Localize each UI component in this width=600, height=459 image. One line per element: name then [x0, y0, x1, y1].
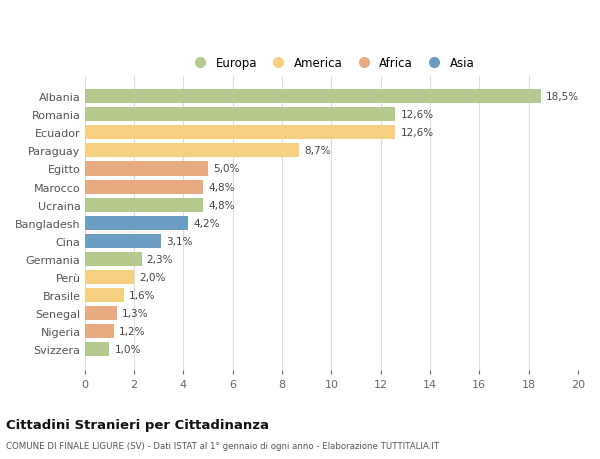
Bar	[85, 162, 208, 176]
Text: 12,6%: 12,6%	[400, 128, 434, 138]
Bar	[85, 144, 299, 158]
Text: 2,3%: 2,3%	[146, 254, 173, 264]
Text: 2,0%: 2,0%	[139, 272, 166, 282]
Bar	[85, 307, 117, 320]
Text: 8,7%: 8,7%	[304, 146, 331, 156]
Bar	[85, 252, 142, 266]
Bar	[85, 342, 109, 357]
Legend: Europa, America, Africa, Asia: Europa, America, Africa, Asia	[185, 53, 478, 73]
Bar	[85, 288, 124, 302]
Text: 1,0%: 1,0%	[115, 345, 141, 355]
Bar	[85, 198, 203, 212]
Text: 1,6%: 1,6%	[129, 291, 155, 301]
Text: 1,3%: 1,3%	[122, 308, 148, 319]
Text: COMUNE DI FINALE LIGURE (SV) - Dati ISTAT al 1° gennaio di ogni anno - Elaborazi: COMUNE DI FINALE LIGURE (SV) - Dati ISTA…	[6, 441, 439, 450]
Bar	[85, 180, 203, 194]
Text: 4,8%: 4,8%	[208, 200, 235, 210]
Text: 4,8%: 4,8%	[208, 182, 235, 192]
Text: Cittadini Stranieri per Cittadinanza: Cittadini Stranieri per Cittadinanza	[6, 418, 269, 431]
Bar	[85, 90, 541, 104]
Bar	[85, 216, 188, 230]
Bar	[85, 108, 395, 122]
Bar	[85, 234, 161, 248]
Bar	[85, 126, 395, 140]
Text: 3,1%: 3,1%	[166, 236, 193, 246]
Text: 18,5%: 18,5%	[546, 92, 579, 102]
Bar	[85, 325, 115, 339]
Text: 4,2%: 4,2%	[193, 218, 220, 228]
Bar	[85, 270, 134, 285]
Text: 1,2%: 1,2%	[119, 326, 146, 336]
Text: 5,0%: 5,0%	[213, 164, 239, 174]
Text: 12,6%: 12,6%	[400, 110, 434, 120]
